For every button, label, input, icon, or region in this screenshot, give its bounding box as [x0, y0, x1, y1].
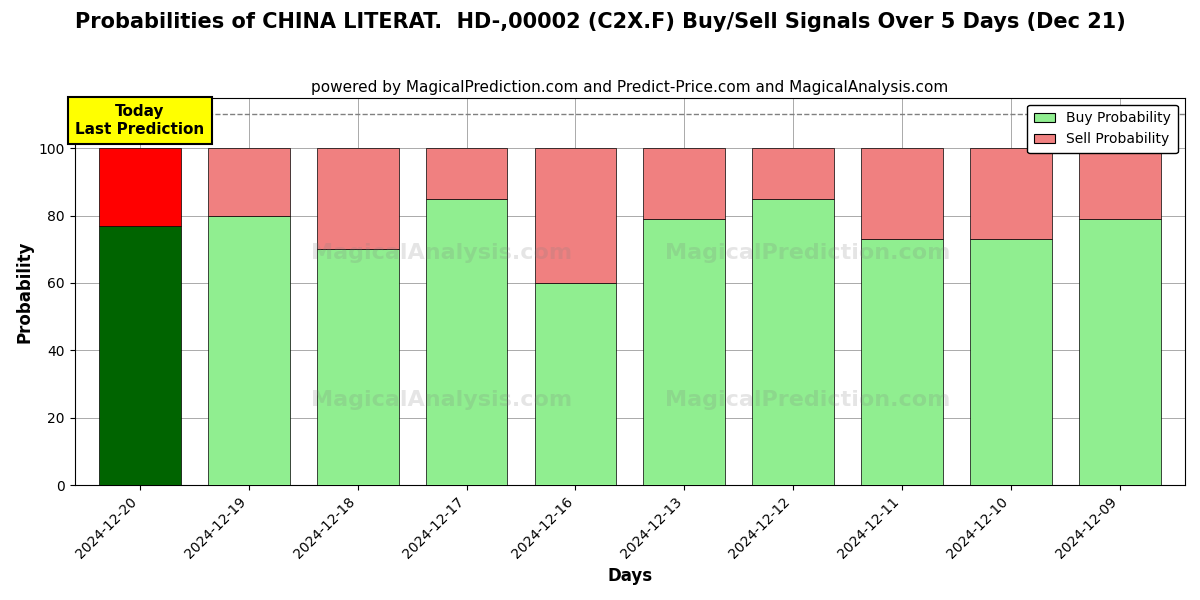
Bar — [752, 148, 834, 199]
Text: MagicalPrediction.com: MagicalPrediction.com — [665, 390, 950, 410]
Bar — [534, 283, 617, 485]
Bar — [643, 148, 725, 219]
Bar — [100, 226, 181, 485]
X-axis label: Days: Days — [607, 567, 653, 585]
Bar — [862, 239, 943, 485]
Bar — [426, 148, 508, 199]
Text: Probabilities of CHINA LITERAT.  HD-,00002 (C2X.F) Buy/Sell Signals Over 5 Days : Probabilities of CHINA LITERAT. HD-,0000… — [74, 12, 1126, 32]
Legend: Buy Probability, Sell Probability: Buy Probability, Sell Probability — [1027, 104, 1178, 154]
Bar — [1079, 219, 1160, 485]
Text: MagicalAnalysis.com: MagicalAnalysis.com — [311, 242, 571, 263]
Bar — [208, 148, 289, 215]
Bar — [970, 239, 1051, 485]
Bar — [317, 249, 398, 485]
Text: MagicalAnalysis.com: MagicalAnalysis.com — [311, 390, 571, 410]
Bar — [752, 199, 834, 485]
Text: Today
Last Prediction: Today Last Prediction — [76, 104, 204, 137]
Bar — [534, 148, 617, 283]
Bar — [317, 148, 398, 249]
Text: MagicalPrediction.com: MagicalPrediction.com — [665, 242, 950, 263]
Bar — [862, 148, 943, 239]
Y-axis label: Probability: Probability — [16, 240, 34, 343]
Bar — [100, 148, 181, 226]
Title: powered by MagicalPrediction.com and Predict-Price.com and MagicalAnalysis.com: powered by MagicalPrediction.com and Pre… — [311, 80, 948, 95]
Bar — [208, 215, 289, 485]
Bar — [643, 219, 725, 485]
Bar — [1079, 148, 1160, 219]
Bar — [426, 199, 508, 485]
Bar — [970, 148, 1051, 239]
